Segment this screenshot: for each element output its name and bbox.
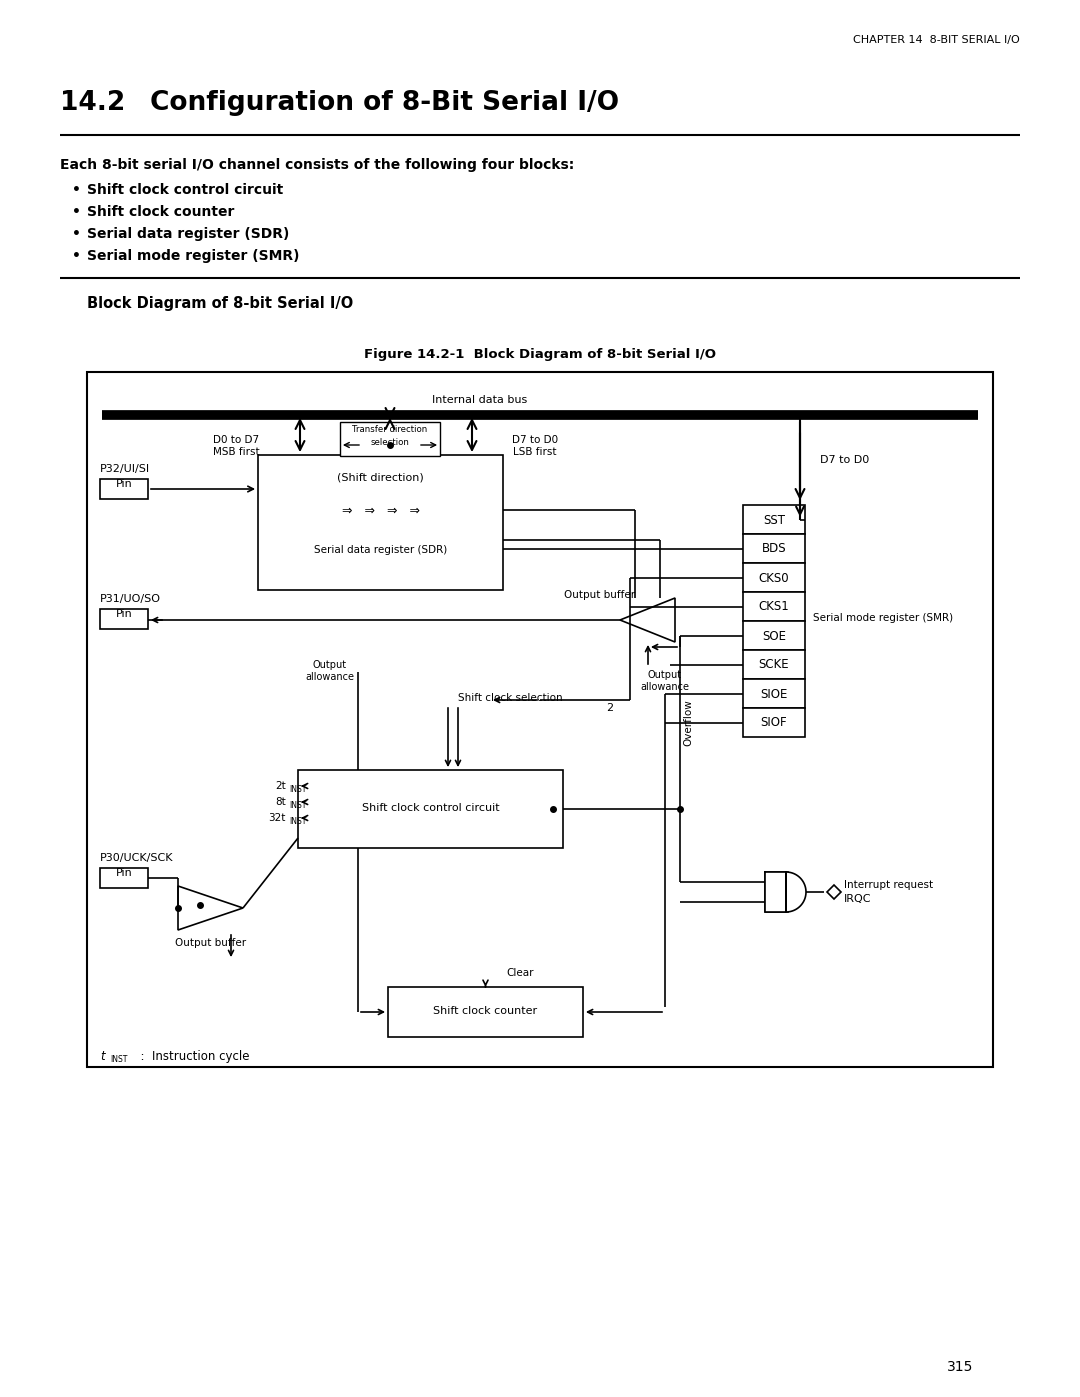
Bar (87, 372, 993, 1067)
Bar (743, 679, 805, 708)
Text: INST: INST (289, 785, 307, 795)
Bar (340, 422, 440, 455)
Text: :  Instruction cycle: : Instruction cycle (133, 1051, 249, 1063)
Text: SOE: SOE (762, 630, 786, 643)
Text: Each 8-bit serial I/O channel consists of the following four blocks:: Each 8-bit serial I/O channel consists o… (60, 158, 575, 172)
Text: P30/UCK/SCK: P30/UCK/SCK (100, 854, 174, 863)
Text: Output
allowance: Output allowance (306, 659, 354, 682)
Text: Shift clock selection: Shift clock selection (458, 693, 563, 703)
Bar (743, 592, 805, 622)
Text: 14.2: 14.2 (60, 89, 125, 116)
Text: 8t: 8t (275, 798, 286, 807)
Bar (100, 479, 148, 499)
Bar (258, 455, 503, 590)
Bar (743, 534, 805, 563)
Text: ⇒   ⇒   ⇒   ⇒: ⇒ ⇒ ⇒ ⇒ (341, 504, 419, 518)
Text: Transfer direction: Transfer direction (352, 425, 428, 434)
Bar (765, 872, 788, 912)
Text: CKS1: CKS1 (758, 601, 789, 613)
Text: •: • (72, 205, 81, 219)
Bar (743, 650, 805, 679)
Text: 315: 315 (947, 1361, 973, 1375)
Text: (Shift direction): (Shift direction) (337, 474, 423, 483)
Bar (388, 988, 583, 1037)
Text: SIOF: SIOF (760, 717, 787, 729)
Text: Shift clock control circuit: Shift clock control circuit (362, 803, 499, 813)
Text: SCKE: SCKE (758, 658, 789, 672)
Text: 2t: 2t (275, 781, 286, 791)
Text: CHAPTER 14  8-BIT SERIAL I/O: CHAPTER 14 8-BIT SERIAL I/O (853, 35, 1020, 45)
Text: Clear: Clear (507, 968, 534, 978)
Text: Configuration of 8-Bit Serial I/O: Configuration of 8-Bit Serial I/O (150, 89, 619, 116)
Polygon shape (765, 872, 806, 912)
Text: Pin: Pin (116, 609, 133, 619)
Text: Output
allowance: Output allowance (640, 671, 689, 692)
Text: Output buffer: Output buffer (565, 590, 635, 599)
Text: BDS: BDS (761, 542, 786, 556)
Text: INST: INST (110, 1055, 127, 1065)
Text: Serial mode register (SMR): Serial mode register (SMR) (813, 613, 954, 623)
Bar (743, 563, 805, 592)
Text: INST: INST (289, 817, 307, 827)
Text: Shift clock counter: Shift clock counter (87, 205, 234, 219)
Text: Overflow: Overflow (683, 698, 693, 746)
Text: 32t: 32t (269, 813, 286, 823)
Text: Interrupt request: Interrupt request (843, 880, 933, 890)
Text: SIOE: SIOE (760, 687, 787, 700)
Bar (100, 609, 148, 629)
Text: Figure 14.2-1  Block Diagram of 8-bit Serial I/O: Figure 14.2-1 Block Diagram of 8-bit Ser… (364, 348, 716, 360)
Text: Shift clock control circuit: Shift clock control circuit (87, 183, 283, 197)
Text: Output buffer: Output buffer (175, 937, 246, 949)
Text: IRQC: IRQC (843, 894, 872, 904)
Text: •: • (72, 249, 81, 263)
Text: Internal data bus: Internal data bus (432, 395, 528, 405)
Bar (743, 504, 805, 534)
Text: selection: selection (370, 439, 409, 447)
Text: Block Diagram of 8-bit Serial I/O: Block Diagram of 8-bit Serial I/O (87, 296, 353, 312)
Text: P32/UI/SI: P32/UI/SI (100, 464, 150, 474)
Text: Serial mode register (SMR): Serial mode register (SMR) (87, 249, 299, 263)
Bar (743, 708, 805, 738)
Bar (743, 622, 805, 650)
Text: 2: 2 (607, 703, 613, 712)
Text: D0 to D7
MSB first: D0 to D7 MSB first (213, 434, 259, 457)
Text: CKS0: CKS0 (758, 571, 789, 584)
Text: INST: INST (289, 802, 307, 810)
Text: D7 to D0: D7 to D0 (821, 455, 869, 465)
Text: •: • (72, 226, 81, 242)
Text: D7 to D0
LSB first: D7 to D0 LSB first (512, 434, 558, 457)
Text: Pin: Pin (116, 868, 133, 877)
Text: t: t (100, 1051, 105, 1063)
Text: Pin: Pin (116, 479, 133, 489)
Text: Serial data register (SDR): Serial data register (SDR) (87, 226, 289, 242)
Text: Shift clock counter: Shift clock counter (433, 1006, 538, 1016)
Text: •: • (72, 183, 81, 197)
Text: P31/UO/SO: P31/UO/SO (100, 594, 161, 604)
Bar (100, 868, 148, 888)
Text: Serial data register (SDR): Serial data register (SDR) (314, 545, 447, 555)
Text: SST: SST (762, 514, 785, 527)
Bar (298, 770, 563, 848)
